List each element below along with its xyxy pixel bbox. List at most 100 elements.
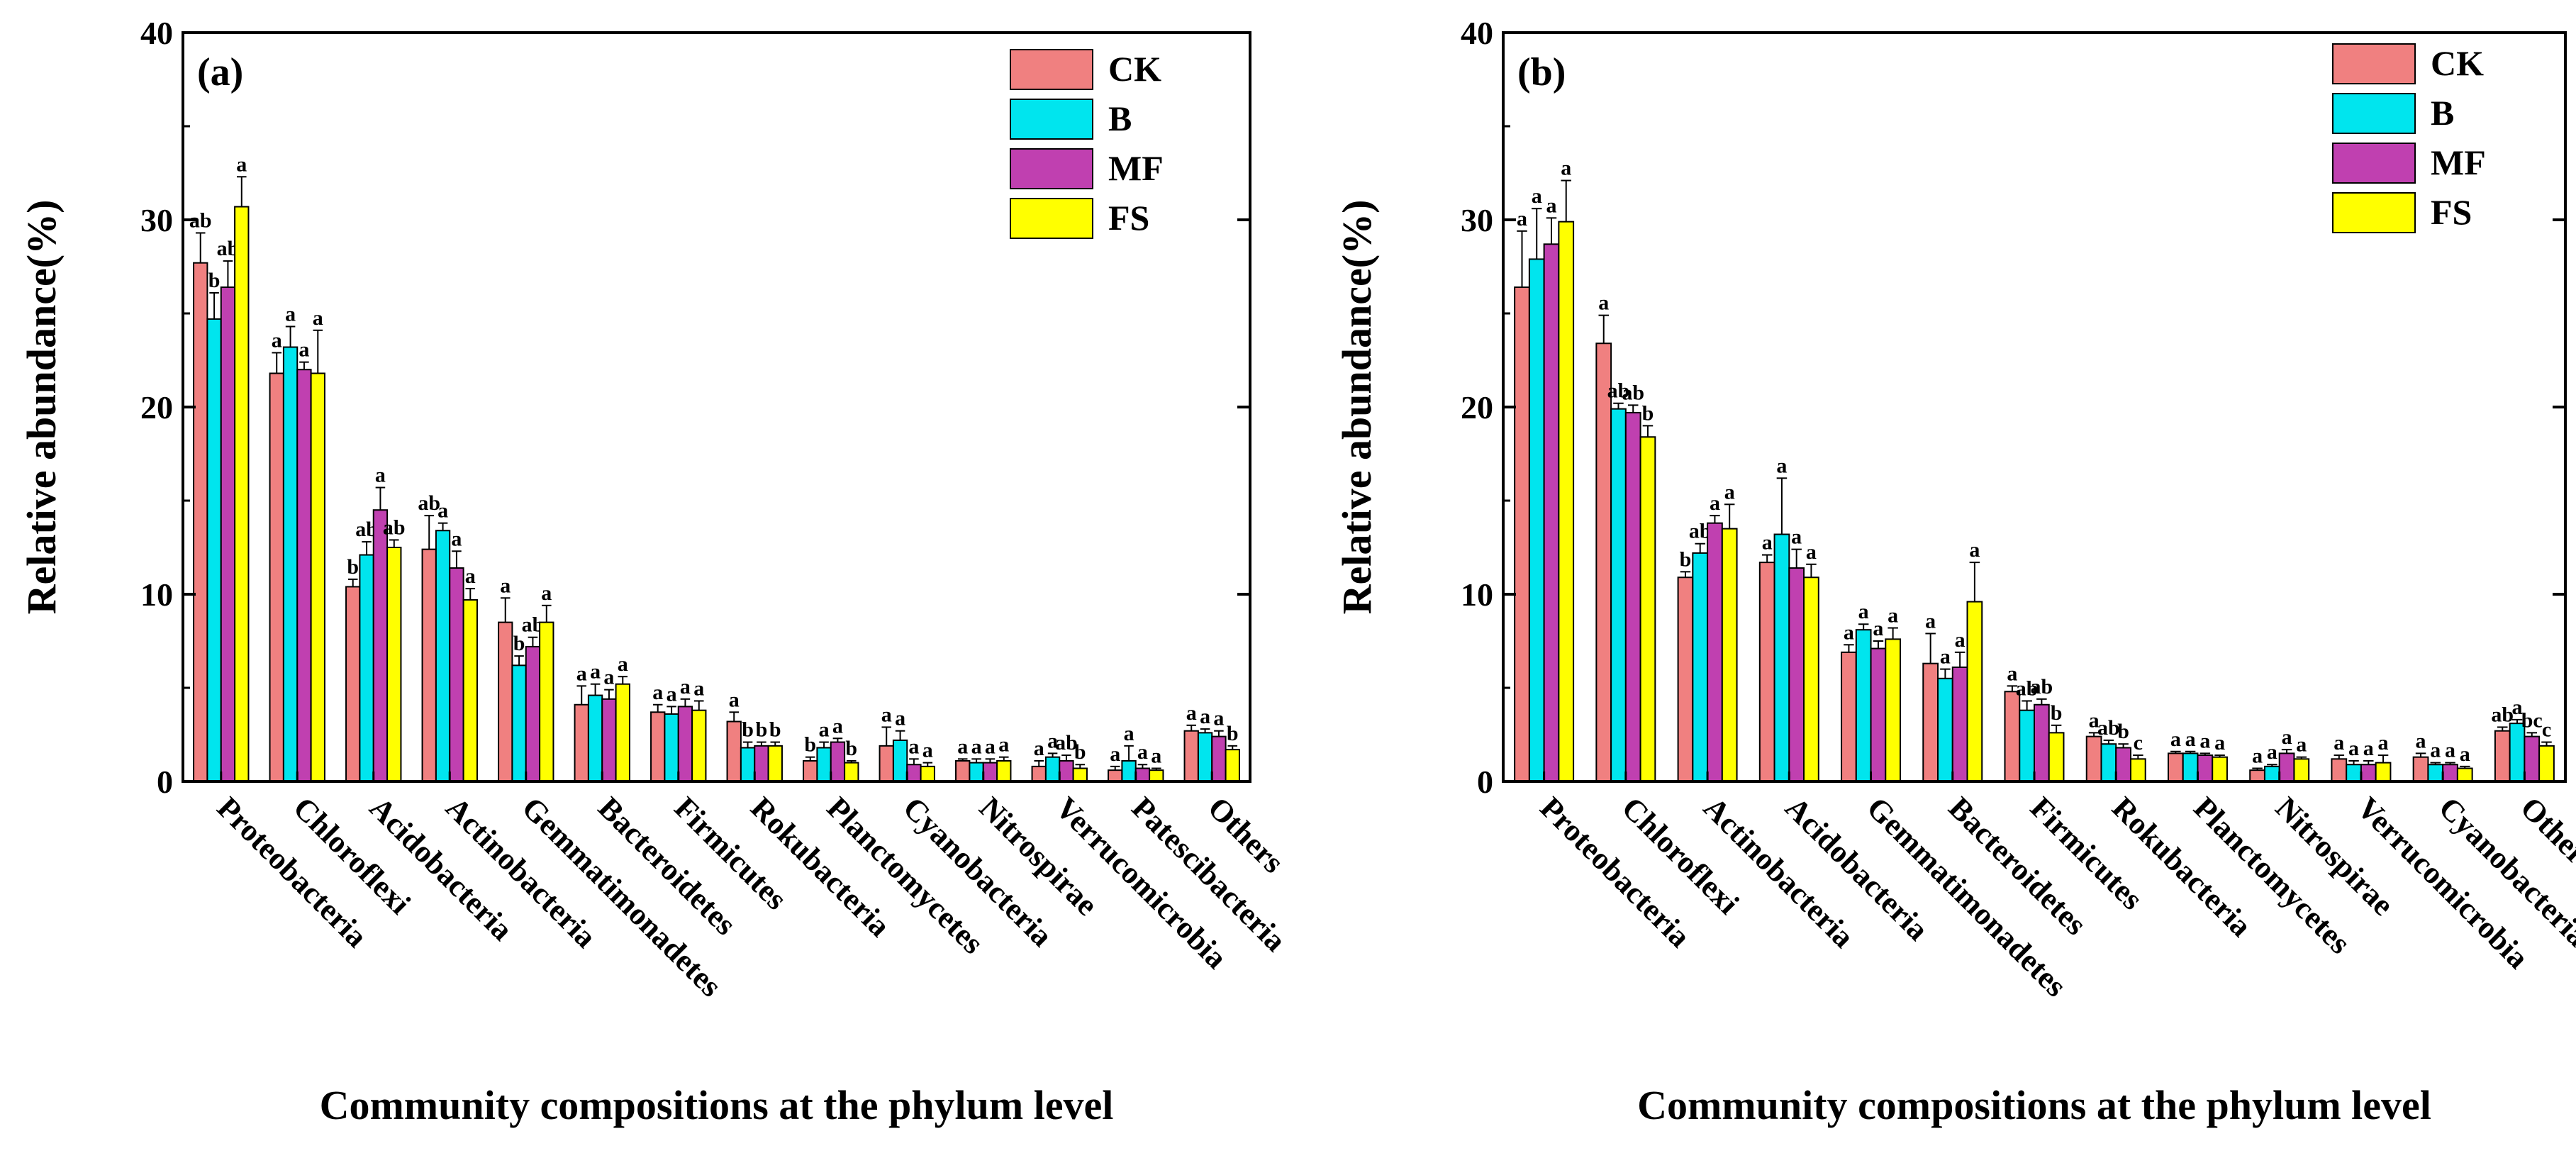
bar xyxy=(830,741,846,783)
bar xyxy=(1922,662,1939,782)
bar xyxy=(234,206,250,782)
significance-letter: a xyxy=(1124,722,1134,745)
bar xyxy=(969,762,984,782)
significance-letter: a xyxy=(1517,207,1527,230)
significance-letter: a xyxy=(2089,708,2100,732)
bar xyxy=(2167,752,2184,783)
significance-letter: b xyxy=(347,555,359,579)
bar xyxy=(206,318,222,783)
significance-letter: a xyxy=(908,735,919,758)
y-tick-label: 10 xyxy=(1461,576,1493,613)
bar xyxy=(462,598,478,782)
significance-letter: a xyxy=(2267,740,2277,764)
bar xyxy=(955,759,971,782)
significance-letter: a xyxy=(1844,620,1854,644)
bar xyxy=(269,372,284,782)
significance-letter: a xyxy=(693,676,704,700)
significance-letter: a xyxy=(652,681,663,704)
bar xyxy=(844,762,859,782)
bar xyxy=(601,698,617,783)
significance-letter: a xyxy=(2282,725,2292,749)
bar xyxy=(2182,752,2199,783)
bar xyxy=(1677,576,1694,782)
significance-letter: a xyxy=(590,660,601,684)
significance-letter: a xyxy=(2007,662,2017,685)
bar xyxy=(691,709,707,782)
significance-letter: a xyxy=(375,464,386,487)
legend-swatch-b xyxy=(1010,99,1093,140)
significance-letter: ab xyxy=(1055,731,1078,754)
bar xyxy=(2494,730,2511,782)
significance-letter: a xyxy=(2199,729,2210,752)
significance-letter: ab xyxy=(1622,381,1644,404)
significance-letter: ab xyxy=(2097,716,2120,740)
bar xyxy=(574,703,589,783)
legend-swatch-b xyxy=(2332,93,2416,134)
significance-letter: ab xyxy=(2016,676,2039,700)
legend-swatch-ck xyxy=(2332,43,2416,84)
significance-letter: a xyxy=(451,527,462,550)
bar xyxy=(1870,647,1887,782)
bar xyxy=(1121,759,1137,782)
significance-letter: a xyxy=(1598,291,1609,315)
bar xyxy=(1855,629,1872,782)
bar xyxy=(421,548,437,782)
legend-label-b: B xyxy=(1108,99,1132,138)
bar xyxy=(2212,756,2228,783)
significance-letter: b xyxy=(2117,720,2129,743)
x-axis-title: Community compositions at the phylum lev… xyxy=(320,1082,1114,1128)
bar xyxy=(1528,258,1545,782)
significance-letter: a xyxy=(465,564,476,588)
bar xyxy=(1211,735,1227,783)
bar xyxy=(1595,342,1612,782)
significance-letter: b xyxy=(1680,547,1692,571)
significance-letter: a xyxy=(971,735,982,758)
significance-letter: b xyxy=(1227,722,1239,745)
bar xyxy=(1885,638,1902,782)
bar xyxy=(982,762,998,782)
bar xyxy=(220,286,236,783)
bar xyxy=(1072,767,1088,783)
significance-letter: b xyxy=(1642,401,1654,425)
y-tick-label: 20 xyxy=(1461,389,1493,425)
bar xyxy=(2346,764,2362,782)
significance-letter: a xyxy=(1151,745,1161,768)
bar xyxy=(677,706,693,783)
significance-letter: b xyxy=(756,718,768,742)
significance-letter: a xyxy=(2185,728,2196,751)
significance-letter: a xyxy=(881,703,892,726)
significance-letter: b xyxy=(513,632,525,655)
significance-letter: ab xyxy=(1607,379,1630,403)
significance-letter: a xyxy=(1561,157,1571,180)
bar xyxy=(525,645,541,782)
bar xyxy=(1183,730,1199,782)
bar xyxy=(2293,758,2310,782)
significance-letter: c xyxy=(2542,718,2551,742)
bar xyxy=(282,346,299,782)
significance-letter: a xyxy=(680,675,691,698)
significance-letter: a xyxy=(2416,729,2426,752)
significance-letter: a xyxy=(1724,480,1735,503)
significance-letter: a xyxy=(1047,729,1058,752)
significance-letter: a xyxy=(2512,696,2523,719)
bar xyxy=(296,369,312,782)
bar xyxy=(511,664,527,782)
bar xyxy=(2538,745,2555,782)
significance-letter: a xyxy=(895,707,905,730)
significance-letter: a xyxy=(1200,705,1210,728)
x-tick-label: Acidobacteria xyxy=(1778,790,1935,947)
bar xyxy=(1610,408,1627,782)
significance-letter: b xyxy=(742,718,754,742)
bar xyxy=(1108,769,1123,783)
significance-letter: a xyxy=(618,652,628,676)
significance-letter: a xyxy=(922,739,933,762)
bar xyxy=(2442,764,2458,782)
significance-letter: a xyxy=(437,499,448,523)
significance-letter: a xyxy=(1925,609,1936,633)
bar xyxy=(754,745,769,782)
